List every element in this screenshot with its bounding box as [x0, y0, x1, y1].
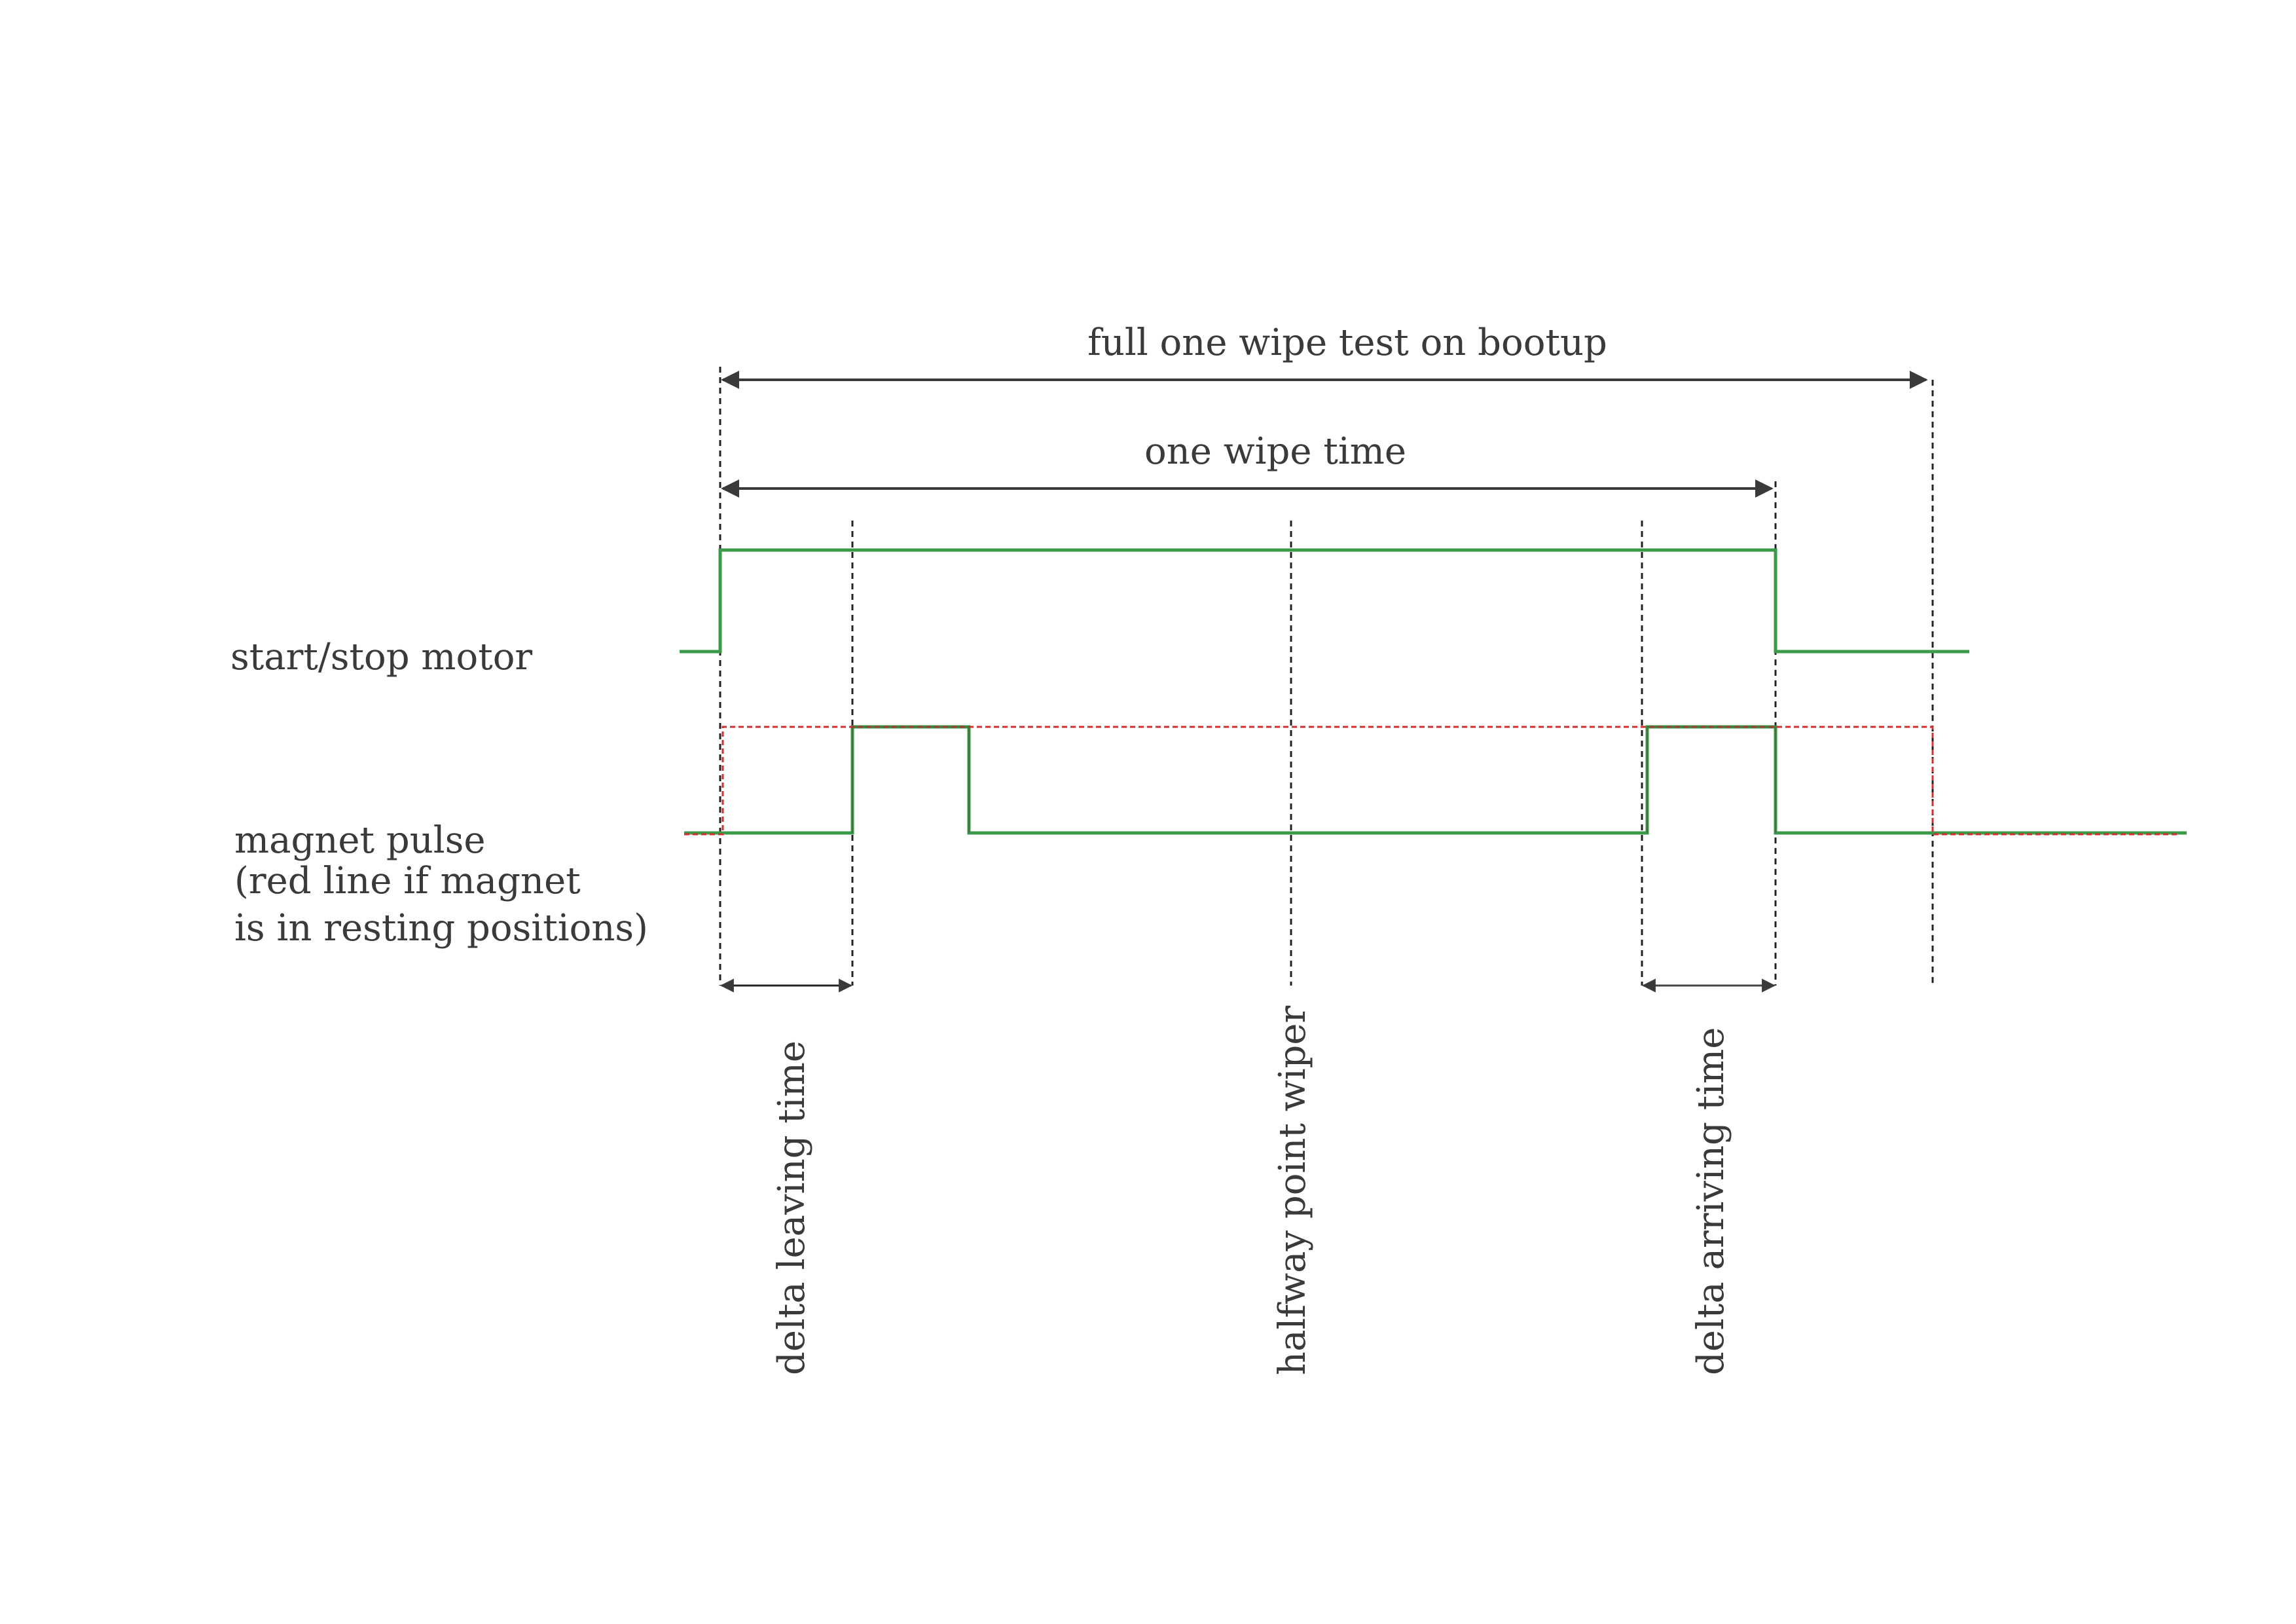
motor-label: start/stop motor [230, 636, 532, 678]
delta-arriving-label: delta arriving time [1690, 1027, 1732, 1375]
magnet-pulse-outline-left [852, 726, 970, 833]
full-wipe-label: full one wipe test on bootup [1087, 322, 1607, 364]
magnet-label-line-3: is in resting positions) [234, 907, 648, 950]
motor-signal-waveform [680, 548, 1969, 654]
magnet-pulse-waveform [684, 725, 2187, 835]
resting-position-waveform [684, 726, 2177, 836]
magnet-label-line-1: magnet pulse [234, 819, 486, 862]
delta-leaving-label: delta leaving time [771, 1041, 813, 1375]
magnet-pulse-outline-right [1647, 726, 1776, 833]
magnet-label-line-2: (red line if magnet [234, 860, 581, 902]
halfway-label: halfway point wiper [1271, 1005, 1314, 1375]
one-wipe-label: one wipe time [1144, 430, 1406, 473]
